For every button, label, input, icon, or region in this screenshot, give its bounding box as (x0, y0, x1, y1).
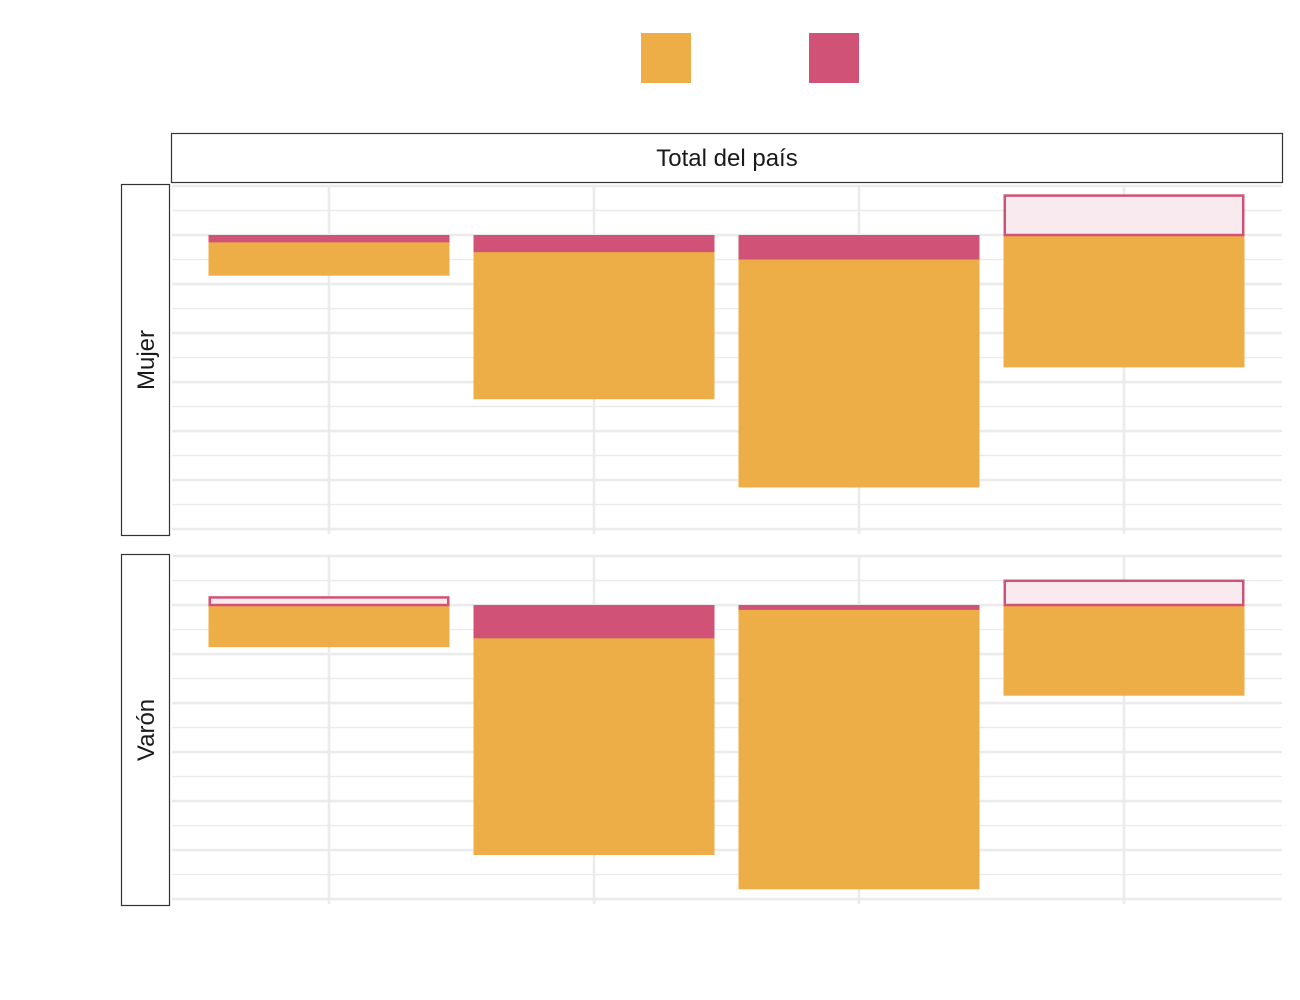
bar-group (1003, 579, 1245, 696)
row-strip-label: Mujer (133, 330, 160, 390)
bar-segment-series-1 (738, 605, 980, 890)
bar-segment-series-2 (1003, 194, 1245, 237)
row-strip-mujer: Mujer (120, 183, 171, 537)
bar-segment-series-2 (738, 605, 980, 610)
bar-group (738, 235, 980, 488)
row-strip-varon: Varón (120, 553, 171, 907)
legend (641, 33, 859, 83)
bar-group (1003, 194, 1245, 368)
column-strip-label: Total del país (656, 145, 797, 172)
bar-group (473, 605, 715, 855)
bar-segment-series-2 (208, 235, 450, 243)
bar-segment-series-1 (473, 235, 715, 400)
bar-group (473, 235, 715, 400)
row-strip-box (120, 553, 171, 907)
bar-segment-series-1 (208, 605, 450, 648)
legend-key-series-1 (641, 33, 691, 83)
bar-group (208, 235, 450, 276)
bar-segment-series-2 (738, 235, 980, 260)
bar-segment-series-2 (208, 596, 450, 607)
bar-group (208, 596, 450, 648)
panel-mujer (172, 184, 1282, 534)
bar-segment-series-2 (1003, 579, 1245, 607)
legend-key-series-2 (809, 33, 859, 83)
bar-segment-series-1 (1003, 235, 1245, 368)
bar-segment-series-2 (473, 605, 715, 639)
column-strip-box (170, 132, 1284, 184)
row-strip-label: Varón (133, 699, 160, 761)
bar-segment-series-2 (473, 235, 715, 253)
column-strip: Total del país (170, 132, 1284, 184)
bar-segment-series-1 (738, 235, 980, 488)
bar-segment-series-1 (473, 605, 715, 855)
row-strip-box (120, 183, 171, 537)
panel-varon (172, 554, 1282, 904)
bar-segment-series-1 (1003, 605, 1245, 696)
bar-group (738, 605, 980, 890)
